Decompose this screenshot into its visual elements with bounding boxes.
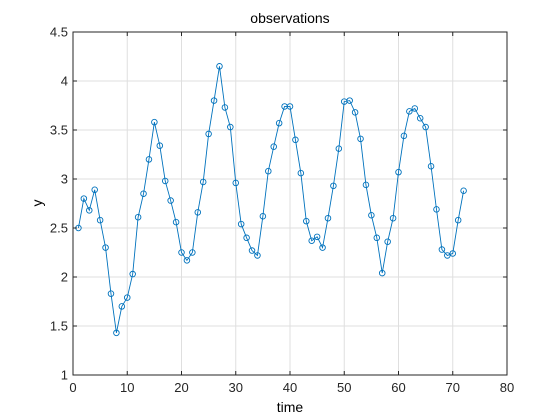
x-tick-label: 80	[500, 380, 514, 395]
x-tick-label: 50	[337, 380, 351, 395]
data-point	[123, 294, 131, 301]
data-point	[80, 195, 88, 202]
data-point	[373, 234, 381, 242]
y-tick-label: 1.5	[50, 319, 68, 334]
data-point	[237, 220, 245, 228]
y-tick-label: 2	[61, 270, 68, 285]
data-point	[444, 252, 451, 259]
data-point	[384, 238, 391, 245]
data-point	[330, 182, 337, 190]
data-point	[216, 63, 223, 70]
y-tick-label: 3	[61, 172, 68, 187]
data-point	[107, 290, 115, 297]
data-point	[210, 97, 218, 104]
data-point	[145, 156, 153, 163]
data-point	[400, 132, 408, 140]
data-point	[96, 216, 104, 224]
data-point	[113, 329, 120, 337]
data-point	[378, 269, 386, 277]
data-point	[308, 237, 315, 244]
data-point	[389, 214, 397, 222]
data-point	[275, 119, 283, 127]
data-point	[102, 244, 109, 251]
x-tick-label: 0	[69, 380, 76, 395]
x-tick-label: 10	[120, 380, 134, 395]
grid	[72, 31, 508, 376]
data-point	[129, 270, 136, 278]
data-point	[134, 213, 142, 221]
data-point	[335, 145, 343, 152]
data-point	[319, 244, 326, 251]
data-point	[438, 246, 446, 253]
data-point	[161, 177, 169, 185]
data-point	[395, 168, 402, 176]
data-point	[427, 163, 435, 170]
data-point	[167, 197, 174, 204]
data-point	[199, 178, 207, 186]
data-point	[259, 212, 267, 220]
data-point	[346, 97, 353, 104]
data-point	[140, 190, 147, 197]
data-point	[406, 108, 413, 115]
data-point	[292, 136, 299, 144]
tick-labels: 0 10 20 30 40 50 60 70 80 1 1.5 2 2.5 3 3.5 4 4.5	[50, 25, 514, 396]
data-point	[422, 123, 429, 131]
series-line	[77, 66, 465, 333]
x-tick-label: 20	[174, 380, 188, 395]
data-point	[286, 103, 294, 110]
x-tick-label: 70	[446, 380, 460, 395]
data-point	[449, 250, 457, 257]
data-point	[303, 217, 310, 225]
data-point	[172, 218, 180, 226]
data-point	[86, 207, 93, 214]
data-point	[221, 104, 229, 111]
y-tick-label: 1	[61, 368, 68, 383]
x-axis-title: time	[277, 399, 304, 415]
data-point	[265, 167, 272, 175]
data-point	[254, 252, 261, 259]
axes	[72, 31, 508, 376]
data-point	[313, 233, 321, 241]
data-point	[460, 187, 467, 195]
data-point	[454, 216, 462, 224]
data-point	[151, 118, 158, 126]
data-point	[227, 123, 234, 131]
data-point	[178, 249, 185, 256]
data-point	[433, 206, 440, 213]
data-point	[362, 181, 370, 189]
data-point	[270, 143, 277, 150]
data-point	[243, 234, 250, 242]
data-point	[324, 214, 332, 222]
y-tick-label: 4.5	[50, 25, 68, 40]
data-point	[189, 249, 196, 256]
y-axis-title: y	[29, 200, 45, 207]
data-point	[357, 135, 364, 143]
chart-title: observations	[250, 10, 329, 26]
x-tick-label: 60	[391, 380, 405, 395]
x-tick-label: 40	[283, 380, 297, 395]
y-tick-label: 4	[61, 74, 68, 89]
data-point	[194, 209, 202, 216]
series-observations	[75, 63, 467, 337]
data-point	[205, 130, 212, 138]
data-point	[91, 186, 98, 194]
data-point	[183, 257, 191, 264]
data-point	[411, 105, 419, 112]
data-point	[118, 303, 126, 310]
y-tick-label: 3.5	[50, 123, 68, 138]
data-point	[351, 109, 359, 116]
data-point	[248, 247, 256, 254]
data-point	[156, 142, 164, 149]
x-tick-label: 30	[229, 380, 243, 395]
data-point	[416, 114, 424, 122]
data-point	[297, 169, 305, 177]
data-point	[368, 212, 375, 219]
data-point	[232, 179, 239, 187]
y-tick-label: 2.5	[50, 221, 68, 236]
